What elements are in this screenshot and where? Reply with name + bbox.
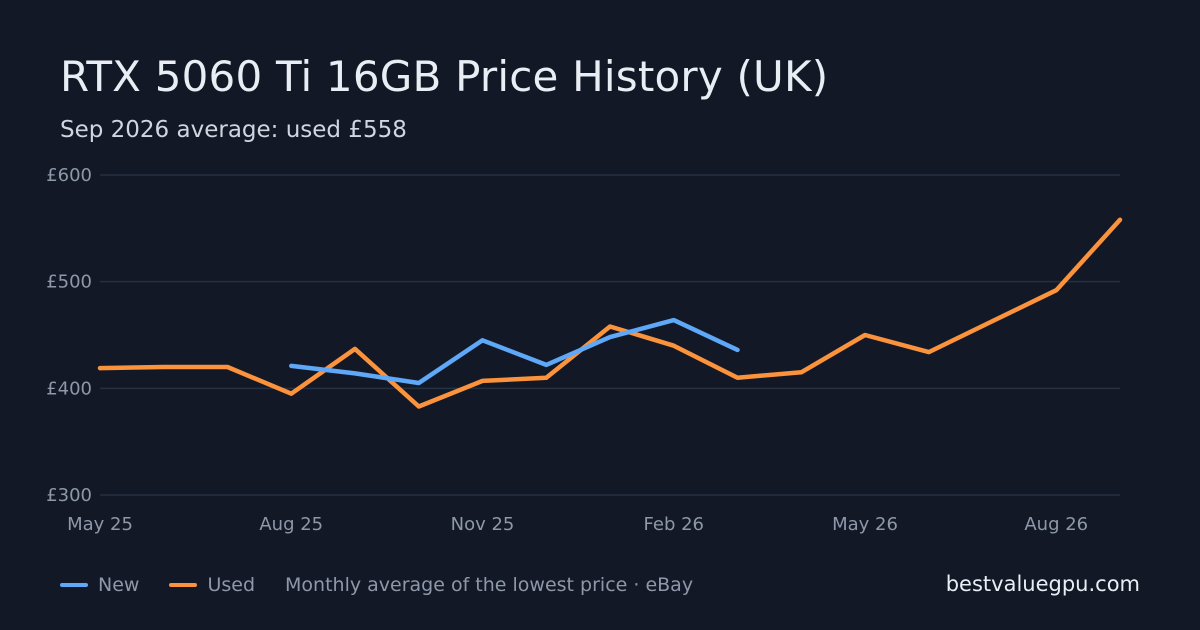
x-tick-label: May 25: [67, 514, 133, 535]
legend-item-used: Used: [169, 574, 255, 596]
series-line-new: [289, 317, 740, 386]
series-lines: [97, 217, 1123, 409]
y-tick-label: £600: [46, 165, 92, 186]
legend-swatch-used: [169, 583, 198, 587]
x-tick-label: Feb 26: [644, 514, 705, 535]
y-tick-label: £300: [46, 485, 92, 506]
y-axis-ticks: £300 £400 £500 £600: [46, 165, 92, 506]
x-tick-label: May 26: [832, 514, 898, 535]
y-tick-label: £400: [46, 378, 92, 399]
data-source-note: Monthly average of the lowest price · eB…: [285, 574, 694, 596]
x-tick-label: Nov 25: [451, 514, 515, 535]
brand-link[interactable]: bestvaluegpu.com: [945, 572, 1140, 596]
y-tick-label: £500: [46, 272, 92, 293]
legend-item-new: New: [60, 574, 139, 596]
x-axis-ticks: May 25 Aug 25 Nov 25 Feb 26 May 26 Aug 26: [67, 514, 1088, 535]
legend-swatch-new: [60, 583, 88, 587]
series-line-used: [97, 217, 1123, 409]
x-tick-label: Aug 25: [259, 514, 323, 535]
legend-label-used: Used: [207, 574, 256, 596]
x-tick-label: Aug 26: [1024, 514, 1088, 535]
legend-label-new: New: [98, 574, 140, 596]
chart-legend: New Used Monthly average of the lowest p…: [60, 574, 693, 596]
grid-lines: [100, 174, 1120, 496]
chart-title: RTX 5060 Ti 16GB Price History (UK): [60, 52, 829, 101]
chart-subtitle: Sep 2026 average: used £558: [60, 117, 407, 143]
